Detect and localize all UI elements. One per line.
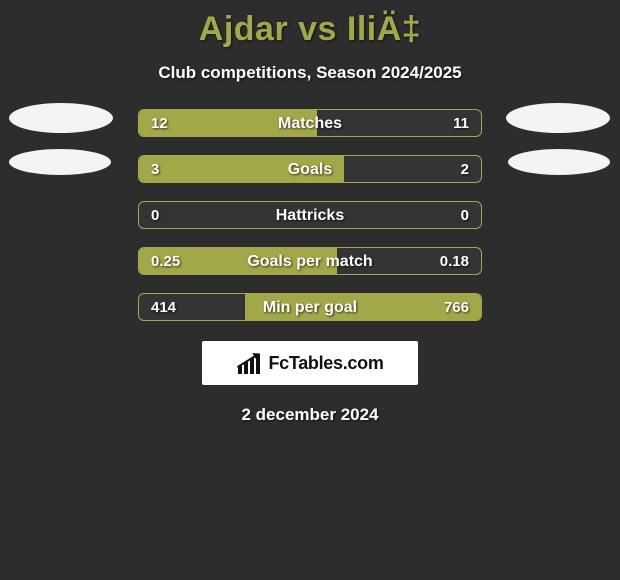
value-right: 0.18 [440,248,469,275]
bar-track: 12 Matches 11 [138,109,482,137]
value-right: 766 [444,294,469,321]
stat-row-gpm: 0.25 Goals per match 0.18 [0,247,620,277]
bar-track: 3 Goals 2 [138,155,482,183]
bar-track: 0.25 Goals per match 0.18 [138,247,482,275]
metric-label: Goals per match [139,248,481,275]
logo-text: FcTables.com [268,353,383,374]
page-title: Ajdar vs IliÄ‡ [0,0,620,49]
metric-label: Goals [139,156,481,183]
value-right: 11 [453,110,469,137]
comparison-chart: 12 Matches 11 3 Goals 2 0 Hattricks 0 [0,109,620,323]
player-left-avatar [9,149,111,175]
stat-row-matches: 12 Matches 11 [0,109,620,139]
bar-track: 414 Min per goal 766 [138,293,482,321]
subtitle: Club competitions, Season 2024/2025 [0,63,620,83]
value-right: 2 [461,156,469,183]
chart-icon [236,352,264,374]
value-right: 0 [461,202,469,229]
stat-row-hattricks: 0 Hattricks 0 [0,201,620,231]
logo-box: FcTables.com [202,341,418,385]
bar-track: 0 Hattricks 0 [138,201,482,229]
metric-label: Min per goal [139,294,481,321]
stat-row-mpg: 414 Min per goal 766 [0,293,620,323]
player-left-avatar [9,103,113,133]
date-label: 2 december 2024 [0,405,620,425]
player-right-avatar [508,149,610,175]
metric-label: Hattricks [139,202,481,229]
metric-label: Matches [139,110,481,137]
player-right-avatar [506,103,610,133]
stat-row-goals: 3 Goals 2 [0,155,620,185]
